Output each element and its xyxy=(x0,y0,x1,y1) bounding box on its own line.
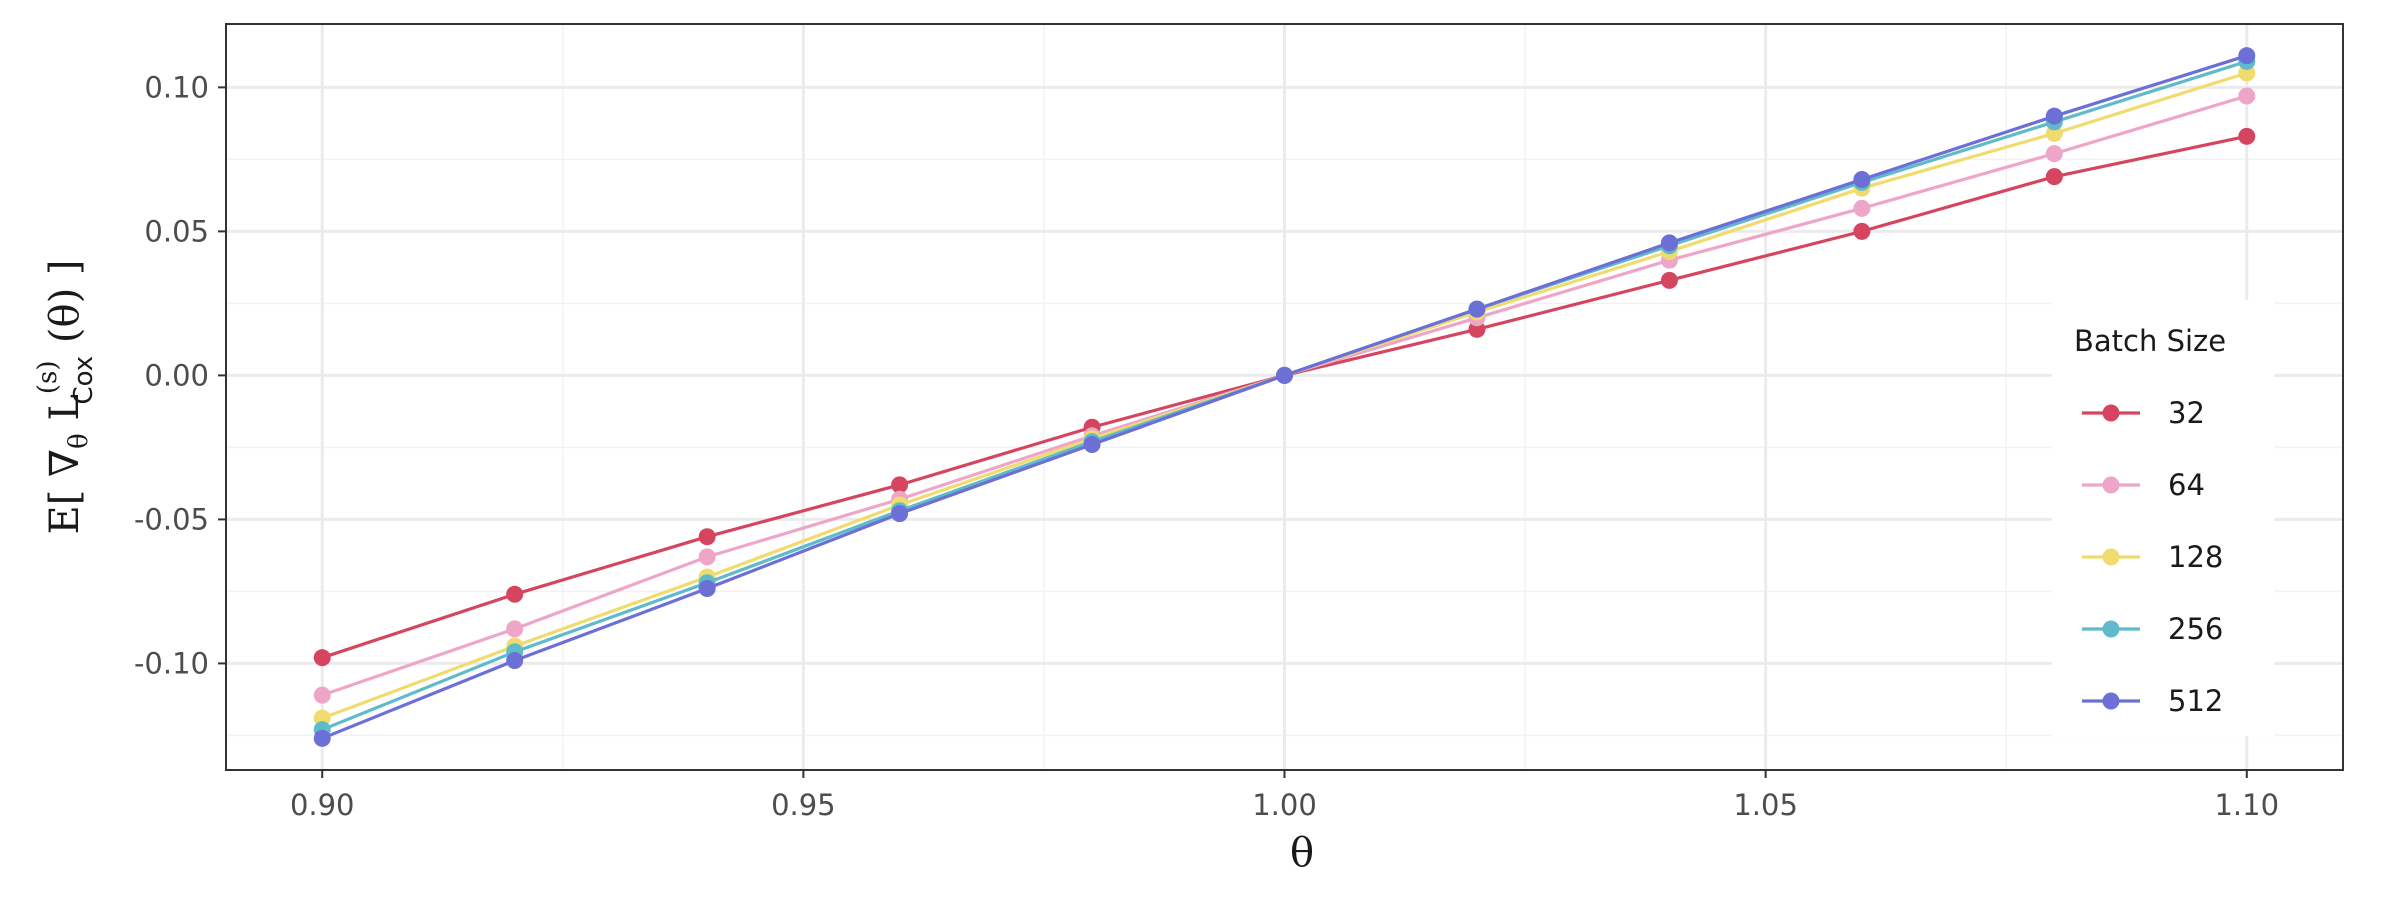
data-point xyxy=(1468,300,1486,318)
legend-key-point xyxy=(2102,548,2120,566)
data-point xyxy=(1083,436,1101,454)
legend-item-128: 128 xyxy=(2082,540,2223,574)
data-point xyxy=(506,585,524,603)
legend-label: 128 xyxy=(2168,540,2223,574)
legend-label: 64 xyxy=(2168,468,2205,502)
legend-key-point xyxy=(2102,692,2120,710)
data-point xyxy=(506,620,524,638)
data-point xyxy=(1276,366,1293,384)
data-point xyxy=(1660,234,1678,252)
y-tick-label: 0.05 xyxy=(144,214,209,248)
legend-label: 32 xyxy=(2168,396,2205,430)
data-point xyxy=(313,649,331,667)
data-point xyxy=(2238,87,2256,105)
x-axis-ticks: 0.90 0.95 1.00 1.05 1.10 xyxy=(290,770,2279,822)
data-point xyxy=(1853,222,1871,240)
data-point xyxy=(313,686,331,704)
data-point xyxy=(2045,145,2063,163)
legend-items: 32 64 128 256 512 xyxy=(2082,396,2223,718)
legend-item-512: 512 xyxy=(2082,684,2223,718)
legend-title: Batch Size xyxy=(2074,324,2226,358)
x-axis-title: θ xyxy=(1290,830,1314,876)
data-point xyxy=(1853,171,1871,189)
legend-label: 256 xyxy=(2168,612,2223,646)
series-layer xyxy=(313,47,2256,747)
y-tick-label: 0.10 xyxy=(144,70,209,104)
data-point xyxy=(891,505,909,523)
legend-key-point xyxy=(2102,620,2120,638)
y-title-prefix: E[ ∇ xyxy=(42,449,88,534)
legend-key-point xyxy=(2102,476,2120,494)
y-title-sup: (s) xyxy=(33,360,63,394)
y-title-mid: L xyxy=(42,394,88,433)
data-point xyxy=(1660,271,1678,289)
data-point xyxy=(2238,127,2256,145)
x-tick-label: 1.05 xyxy=(1733,788,1798,822)
legend: Batch Size 32 64 128 256 512 xyxy=(2052,300,2274,736)
data-point xyxy=(1853,199,1871,217)
y-title-sub1: θ xyxy=(64,433,94,449)
y-title-suffix: (θ) ] xyxy=(42,259,88,355)
x-tick-label: 0.90 xyxy=(290,788,355,822)
y-tick-label: -0.05 xyxy=(134,502,209,536)
data-point xyxy=(2238,47,2256,65)
data-point xyxy=(891,476,909,494)
x-tick-label: 0.95 xyxy=(771,788,836,822)
legend-key-point xyxy=(2102,404,2120,422)
y-axis-title: E[ ∇θ L(s) Cox (θ) ] xyxy=(33,259,99,534)
data-point xyxy=(313,729,331,747)
grid-major xyxy=(226,24,2343,770)
data-point xyxy=(698,580,716,598)
y-axis-ticks: -0.10 -0.05 0.00 0.05 0.10 xyxy=(134,70,226,680)
data-point xyxy=(698,528,716,546)
legend-item-256: 256 xyxy=(2082,612,2223,646)
legend-item-32: 32 xyxy=(2082,396,2205,430)
data-point xyxy=(2045,168,2063,186)
data-point xyxy=(698,548,716,566)
x-tick-label: 1.00 xyxy=(1252,788,1317,822)
x-tick-label: 1.10 xyxy=(2214,788,2279,822)
data-point xyxy=(506,652,524,670)
data-point xyxy=(2045,107,2063,125)
series-512 xyxy=(313,47,2256,747)
y-title-sub2: Cox xyxy=(69,356,99,405)
y-tick-label: -0.10 xyxy=(134,646,209,680)
legend-item-64: 64 xyxy=(2082,468,2205,502)
legend-label: 512 xyxy=(2168,684,2223,718)
y-tick-label: 0.00 xyxy=(144,358,209,392)
legend-background xyxy=(2052,300,2274,736)
